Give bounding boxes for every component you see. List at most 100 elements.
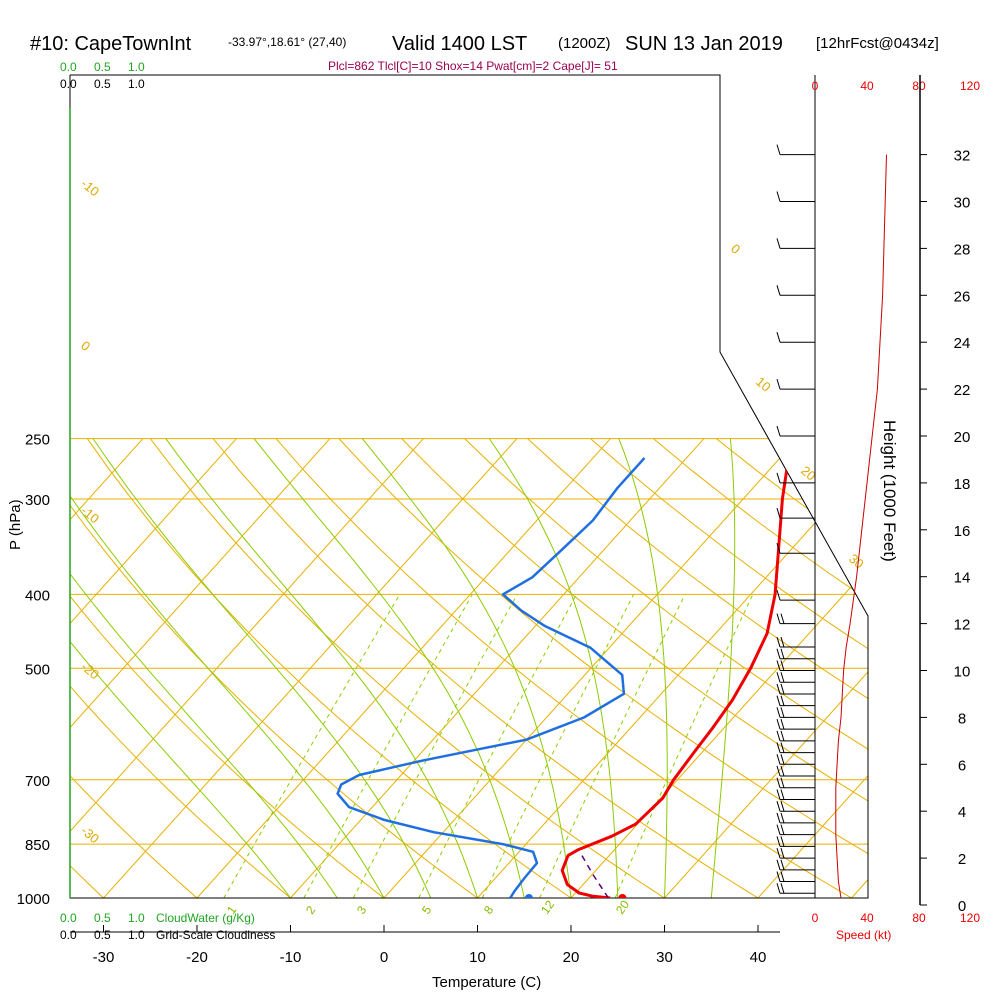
wind-barb-flag — [776, 378, 781, 390]
wind-barb-flag — [776, 765, 781, 777]
wind-barb-flag — [776, 332, 781, 343]
isotherm-label: 0 — [728, 241, 743, 257]
wind-barb-flag — [776, 543, 781, 554]
isotherm-line — [103, 438, 518, 898]
dry-adiabat-line — [338, 438, 868, 898]
wind-barb-flag — [776, 144, 781, 155]
forecast-run: [12hrFcst@0434z] — [816, 35, 939, 52]
dry-adiabat-line — [464, 438, 868, 898]
wind-barb-flag — [780, 836, 785, 847]
parcel-path-line — [579, 851, 610, 898]
pressure-tick-label: 300 — [25, 492, 50, 509]
wind-barb-flag — [780, 871, 785, 882]
pressure-tick-label: 250 — [25, 432, 50, 449]
height-tick-label: 6 — [958, 757, 966, 774]
utc-time: (1200Z) — [558, 35, 611, 52]
wind-barb-flag — [780, 883, 785, 894]
height-tick-label: 26 — [954, 288, 971, 305]
isotherm-label: 20 — [798, 463, 819, 484]
height-tick-label: 2 — [958, 851, 966, 868]
wind-barb-flag — [780, 754, 785, 765]
wind-barb-flag — [776, 742, 781, 753]
cloudwater-scale-top: 0.0 0.5 1.0 — [60, 60, 145, 74]
wind-barb-flag — [780, 718, 785, 730]
wind-barb-flag — [776, 789, 781, 800]
wind-barb-flag — [776, 754, 781, 765]
temperature-tick-label: -30 — [93, 949, 115, 966]
wind-barb-flag — [776, 871, 781, 882]
svg-text:0.5: 0.5 — [94, 928, 111, 942]
svg-text:80: 80 — [912, 79, 926, 93]
pressure-tick-label: 850 — [25, 837, 50, 854]
moist-adiabat-line — [165, 438, 478, 898]
svg-text:120: 120 — [960, 79, 980, 93]
moist-adiabat-line — [92, 438, 432, 898]
wind-barb-flag — [780, 660, 785, 671]
wind-barb-flag — [780, 672, 785, 683]
plot-frame — [69, 74, 869, 899]
wind-barb-flag — [776, 836, 781, 847]
isotherm-label: 0 — [78, 338, 93, 354]
dry-adiabat-line — [70, 438, 291, 898]
svg-text:0.5: 0.5 — [94, 60, 111, 74]
dry-adiabat-line — [401, 438, 868, 898]
mixing-ratio-label: 20 — [613, 897, 632, 916]
dry-adiabat-line — [212, 438, 759, 898]
svg-text:40: 40 — [860, 79, 874, 93]
wind-barb-flag — [780, 789, 785, 800]
mixing-ratio-label: 5 — [419, 903, 434, 917]
dry-adiabat-line — [149, 438, 665, 898]
wind-barb-flag — [780, 730, 785, 741]
isotherm-line — [290, 438, 705, 898]
surface-temperature-marker — [618, 894, 627, 898]
height-tick-label: 18 — [954, 476, 971, 493]
dry-adiabat-line — [275, 438, 852, 898]
wind-barb-flag — [776, 660, 781, 671]
temperature-tick-label: 10 — [469, 949, 486, 966]
wind-barb-flag — [780, 859, 785, 870]
height-tick-label: 10 — [954, 664, 971, 681]
height-tick-label: 28 — [954, 241, 971, 258]
pressure-tick-label: 500 — [25, 661, 50, 678]
svg-text:0.0: 0.0 — [60, 77, 77, 91]
dry-adiabat-line — [86, 438, 572, 898]
pressure-axis-label: P (hPa) — [7, 499, 24, 550]
mixing-ratio-line — [418, 594, 577, 898]
isotherm-line — [383, 438, 798, 898]
moist-adiabat-line — [253, 438, 525, 898]
height-tick-label: 16 — [954, 523, 971, 540]
svg-text:1.0: 1.0 — [128, 911, 145, 925]
svg-text:120: 120 — [960, 911, 980, 925]
cloudiness-scale-bottom: 0.0 0.5 1.0 Grid-Scale Cloudiness — [60, 928, 275, 942]
temperature-tick-label: 0 — [380, 949, 388, 966]
wind-barb-flag — [776, 191, 781, 202]
isotherm-line — [70, 438, 331, 898]
svg-text:CloudWater (g/Kg): CloudWater (g/Kg) — [156, 911, 255, 925]
cloudwater-scale-bottom: 0.0 0.5 1.0 CloudWater (g/Kg) — [60, 911, 255, 925]
isotherm-label: -30 — [78, 823, 102, 847]
isotherm-label: 30 — [846, 551, 867, 572]
mixing-ratio-label: 8 — [481, 903, 496, 917]
svg-text:0: 0 — [812, 79, 819, 93]
temperature-axis-label: Temperature (C) — [432, 974, 541, 991]
moist-adiabat-line — [361, 438, 572, 898]
height-tick-label: 32 — [954, 148, 971, 165]
wind-barb-flag — [776, 425, 781, 437]
wind-barb-flag — [780, 648, 785, 659]
pressure-tick-label: 400 — [25, 587, 50, 604]
svg-text:1.0: 1.0 — [128, 928, 145, 942]
svg-text:0: 0 — [812, 911, 819, 925]
isotherm-line — [851, 438, 868, 898]
wind-barb-flag — [780, 742, 785, 753]
dry-adiabat-line — [653, 438, 868, 898]
indices-line: Plcl=862 Tlcl[C]=10 Shox=14 Pwat[cm]=2 C… — [328, 59, 618, 73]
svg-text:0.0: 0.0 — [60, 60, 77, 74]
isotherm-line — [664, 438, 868, 898]
wind-barb-flag — [776, 238, 781, 249]
wind-barb-flag — [776, 718, 781, 730]
wind-barb-flag — [776, 285, 781, 296]
dry-adiabat-line — [70, 438, 198, 898]
temperature-tick-label: 20 — [563, 949, 580, 966]
wind-barb-flag — [776, 730, 781, 741]
